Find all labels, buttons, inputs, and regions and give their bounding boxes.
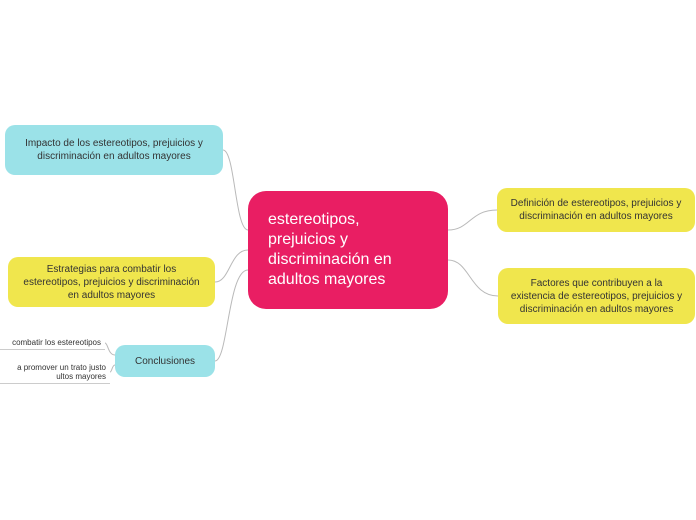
center-node[interactable]: estereotipos, prejuicios y discriminació… xyxy=(248,191,448,309)
leaf-conclusiones-1[interactable]: a promover un trato justo ultos mayores xyxy=(0,360,110,384)
branch-impacto[interactable]: Impacto de los estereotipos, prejuicios … xyxy=(5,125,223,175)
branch-label: Impacto de los estereotipos, prejuicios … xyxy=(17,137,211,163)
center-node-label: estereotipos, prejuicios y discriminació… xyxy=(268,210,428,290)
leaf-conclusiones-0[interactable]: combatir los estereotipos xyxy=(0,336,105,350)
branch-label: Factores que contribuyen a la existencia… xyxy=(510,277,683,316)
branch-definicion[interactable]: Definición de estereotipos, prejuicios y… xyxy=(497,188,695,232)
branch-conclusiones[interactable]: Conclusiones xyxy=(115,345,215,377)
branch-label: Conclusiones xyxy=(135,355,195,368)
leaf-label: combatir los estereotipos xyxy=(12,338,101,347)
branch-label: Definición de estereotipos, prejuicios y… xyxy=(509,197,683,223)
leaf-label: a promover un trato justo ultos mayores xyxy=(4,363,106,381)
mindmap-canvas: { "type": "mindmap", "canvas": { "width"… xyxy=(0,0,696,520)
branch-factores[interactable]: Factores que contribuyen a la existencia… xyxy=(498,268,695,324)
branch-label: Estrategias para combatir los estereotip… xyxy=(20,263,203,302)
branch-estrategias[interactable]: Estrategias para combatir los estereotip… xyxy=(8,257,215,307)
